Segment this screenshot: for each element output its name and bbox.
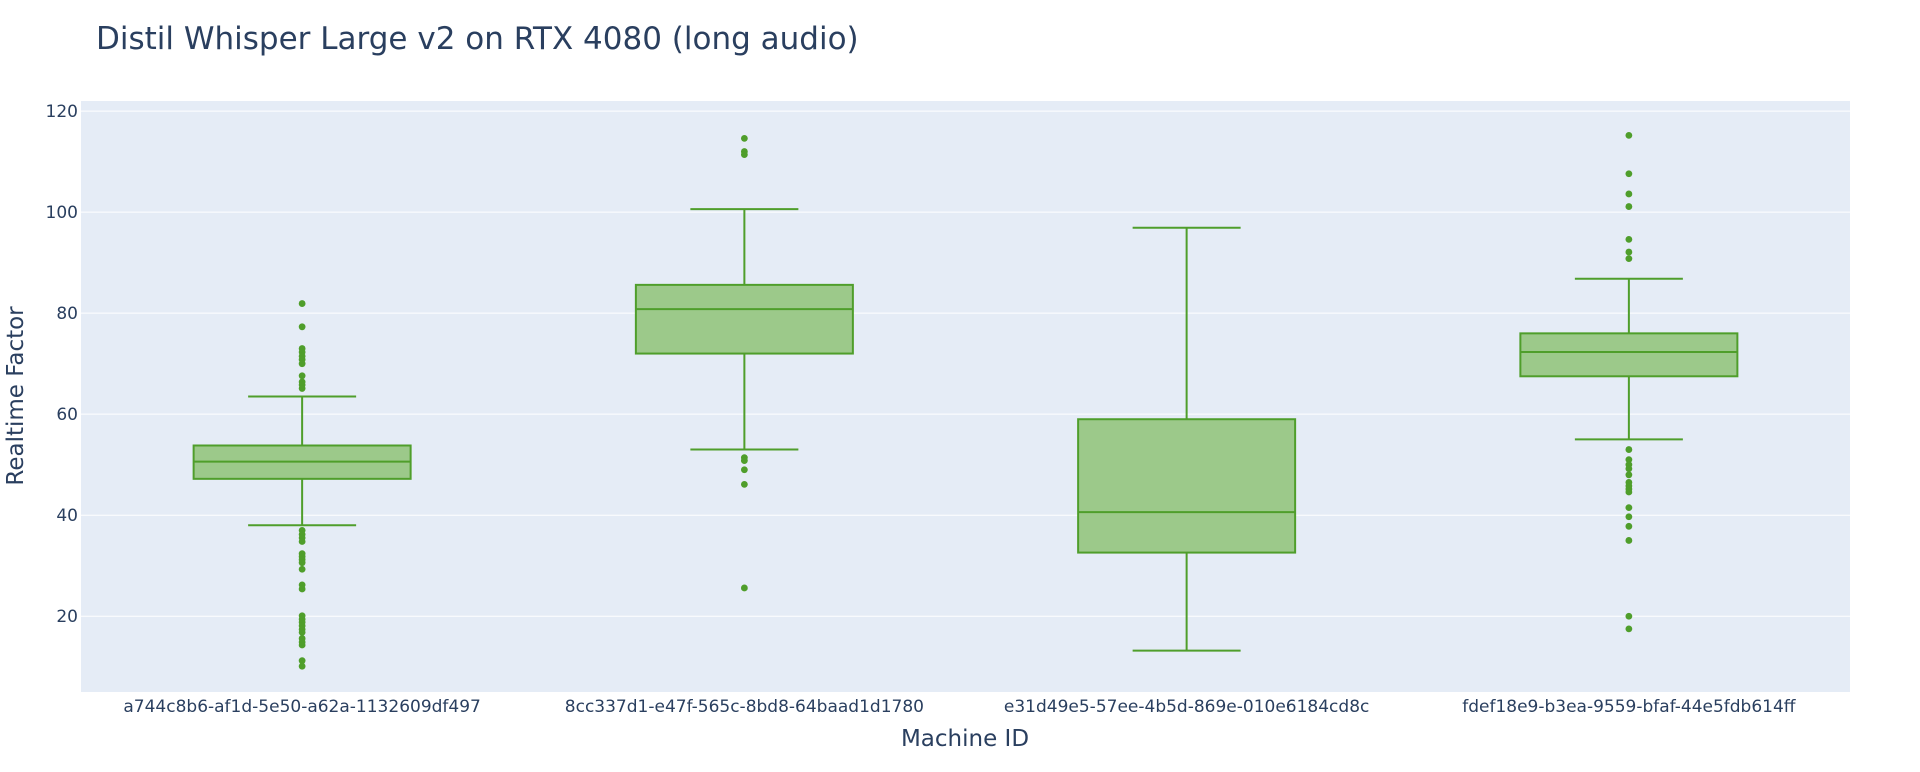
y-axis-title: Realtime Factor	[3, 306, 29, 486]
outlier-point	[1625, 522, 1633, 530]
iqr-box	[634, 283, 854, 355]
y-axis-ticks: 20 40 60 80 100 120	[46, 102, 78, 627]
outlier-point	[298, 662, 306, 670]
box-group	[192, 300, 412, 670]
outlier-point	[1625, 625, 1633, 633]
x-tick-label: fdef18e9-b3ea-9559-bfaf-44e5fdb614ff	[1462, 697, 1797, 717]
outlier-point	[740, 584, 748, 592]
outlier-point	[1625, 203, 1633, 210]
outlier-point	[298, 538, 306, 545]
outlier-point	[740, 134, 748, 142]
box-group	[1077, 226, 1297, 652]
chart-title: Distil Whisper Large v2 on RTX 4080 (lon…	[96, 21, 859, 57]
outlier-point	[298, 323, 306, 331]
y-tick-label: 60	[56, 405, 78, 425]
outlier-point	[298, 559, 306, 567]
boxes	[192, 131, 1739, 670]
outlier-point	[298, 641, 306, 649]
outlier-point	[1625, 190, 1633, 198]
outlier-point	[298, 628, 306, 636]
y-tick-label: 120	[46, 102, 78, 122]
plot-area	[81, 101, 1850, 692]
y-tick-label: 100	[46, 203, 78, 223]
outlier-point	[1625, 537, 1633, 544]
outlier-point	[298, 372, 306, 380]
x-tick-label: 8cc337d1-e47f-565c-8bd8-64baad1d1780	[565, 697, 924, 717]
x-axis-title: Machine ID	[901, 726, 1029, 752]
outlier-point	[298, 585, 306, 593]
outlier-point	[740, 480, 748, 488]
outlier-point	[1625, 236, 1633, 243]
outlier-point	[1625, 131, 1633, 139]
y-tick-label: 40	[56, 506, 78, 526]
outlier-point	[1625, 170, 1633, 178]
x-tick-label: a744c8b6-af1d-5e50-a62a-1132609df497	[123, 697, 481, 717]
iqr-box	[1077, 418, 1297, 554]
outlier-point	[1625, 471, 1633, 479]
outlier-point	[298, 657, 306, 665]
x-tick-label: e31d49e5-57ee-4b5d-869e-010e6184cd8c	[1004, 697, 1369, 717]
outlier-point	[1625, 504, 1633, 512]
box-group	[1519, 131, 1739, 633]
outlier-point	[1625, 612, 1633, 620]
outlier-point	[298, 565, 306, 573]
grid-lines	[81, 110, 1850, 617]
outlier-point	[1625, 488, 1633, 496]
outlier-point	[740, 457, 748, 465]
y-tick-label: 80	[56, 304, 78, 324]
iqr-box	[1519, 332, 1739, 378]
outlier-point	[1625, 255, 1633, 262]
outlier-point	[1625, 248, 1633, 256]
outlier-point	[1625, 513, 1633, 521]
outlier-point	[740, 466, 748, 474]
x-axis-ticks: a744c8b6-af1d-5e50-a62a-1132609df497 8cc3…	[123, 697, 1796, 717]
y-tick-label: 20	[56, 607, 78, 627]
box-group	[634, 134, 854, 592]
outlier-point	[298, 300, 306, 307]
outlier-point	[1625, 465, 1633, 473]
outlier-point	[740, 151, 748, 158]
outlier-point	[298, 385, 306, 392]
outlier-point	[1625, 456, 1633, 464]
outlier-point	[1625, 446, 1633, 453]
outlier-point	[298, 360, 306, 368]
